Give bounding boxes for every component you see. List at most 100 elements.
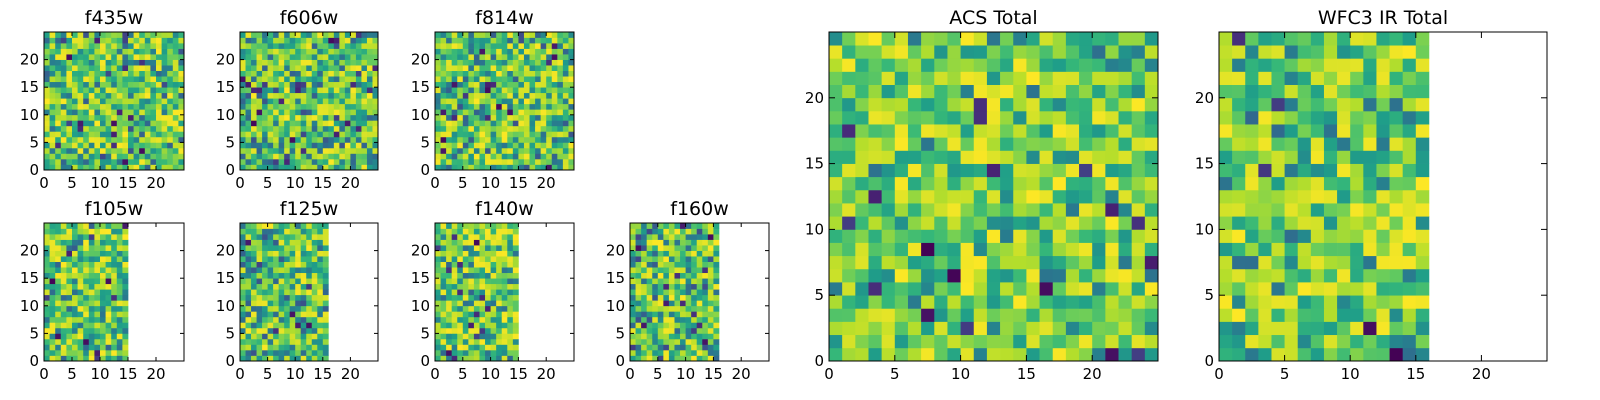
heatmap-cell (111, 65, 118, 71)
heatmap-cell (512, 32, 519, 38)
heatmap-cell (479, 322, 486, 329)
heatmap-cell (1144, 32, 1159, 46)
heatmap-cell (507, 153, 514, 160)
heatmap-cell (635, 261, 642, 268)
heatmap-cell (707, 322, 714, 329)
heatmap-cell (333, 147, 340, 154)
heatmap-cell (1310, 308, 1325, 322)
heatmap-cell (55, 164, 62, 171)
x-tick-label: 15 (1406, 365, 1425, 383)
heatmap-cell (1118, 97, 1133, 112)
heatmap-cell (562, 48, 569, 55)
heatmap-cell (88, 153, 95, 160)
heatmap-cell (295, 65, 302, 71)
heatmap-cell (94, 278, 101, 285)
heatmap-cell (77, 344, 84, 351)
heatmap-cell (635, 278, 642, 285)
heatmap-cell (546, 98, 553, 105)
heatmap-cell (94, 338, 101, 345)
heatmap-cell (262, 272, 268, 279)
heatmap-cell (1052, 334, 1067, 349)
heatmap-cell (1013, 84, 1027, 99)
heatmap-cell (144, 54, 151, 60)
heatmap-cell (273, 250, 279, 257)
heatmap-cell (72, 223, 78, 229)
heatmap-cell (49, 278, 56, 285)
heatmap-cell (1232, 216, 1246, 230)
heatmap-cell (479, 289, 486, 296)
heatmap-cell (72, 32, 78, 38)
heatmap-cell (512, 136, 519, 143)
heatmap-cell (1415, 347, 1430, 362)
heatmap-cell (485, 70, 491, 77)
heatmap-cell (479, 261, 486, 268)
heatmap-cell (1337, 268, 1351, 283)
heatmap-cell (707, 294, 714, 301)
heatmap-cell (66, 305, 73, 312)
heatmap-cell (311, 294, 318, 301)
heatmap-cell (245, 120, 252, 127)
heatmap-cell (512, 344, 519, 351)
heatmap-cell (83, 349, 90, 356)
heatmap-cell (507, 43, 514, 49)
heatmap-cell (144, 158, 151, 165)
heatmap-cell (111, 278, 118, 285)
heatmap-cell (116, 48, 123, 55)
heatmap-cell (240, 131, 246, 138)
heatmap-cell (973, 97, 988, 112)
heatmap-cell (540, 87, 547, 94)
heatmap-cell (674, 289, 681, 296)
heatmap-cell (468, 92, 475, 99)
heatmap-cell (668, 305, 675, 312)
heatmap-cell (501, 228, 508, 235)
heatmap-cell (262, 278, 268, 285)
heatmap-cell (501, 283, 508, 290)
heatmap-cell (1284, 216, 1299, 230)
heatmap-cell (240, 234, 246, 240)
heatmap-cell (490, 228, 497, 235)
heatmap-cell (122, 300, 129, 307)
heatmap-cell (1105, 334, 1119, 349)
heatmap-cell (1310, 150, 1325, 164)
heatmap-cell (557, 54, 564, 60)
heatmap-cell (451, 103, 458, 110)
heatmap-cell (150, 92, 157, 99)
heatmap-cell (1323, 229, 1338, 243)
heatmap-cell (240, 54, 246, 60)
heatmap-cell (273, 355, 279, 362)
heatmap-cell (167, 65, 174, 71)
heatmap-cell (668, 256, 675, 262)
heatmap-cell (105, 294, 112, 301)
heatmap-cell (322, 43, 329, 49)
heatmap-cell (88, 59, 95, 66)
heatmap-cell (251, 87, 257, 94)
heatmap-cell (512, 278, 519, 285)
heatmap-cell (366, 92, 373, 99)
heatmap-cell (361, 81, 368, 88)
heatmap-cell (100, 322, 106, 329)
heatmap-cell (947, 295, 961, 309)
heatmap-cell (60, 355, 67, 362)
heatmap-cell (333, 59, 340, 66)
heatmap-cell (66, 316, 73, 323)
heatmap-cell (1258, 137, 1272, 151)
heatmap-cell (457, 87, 464, 94)
heatmap-cell (440, 333, 447, 340)
heatmap-cell (630, 234, 636, 240)
heatmap-cell (161, 164, 168, 171)
heatmap-cell (1065, 295, 1080, 309)
heatmap-cell (278, 87, 285, 94)
heatmap-cell (178, 114, 185, 121)
heatmap-cell (451, 355, 458, 362)
heatmap-cell (934, 45, 948, 59)
heatmap-cell (240, 316, 246, 323)
heatmap-cell (507, 278, 514, 285)
heatmap-cell (267, 272, 274, 279)
heatmap-cell (1144, 124, 1159, 138)
heatmap-cell (66, 153, 73, 160)
heatmap-cell (435, 300, 441, 307)
heatmap-cell (116, 261, 123, 268)
heatmap-cell (696, 261, 703, 268)
heatmap-cell (156, 54, 162, 60)
heatmap-cell (333, 125, 340, 132)
